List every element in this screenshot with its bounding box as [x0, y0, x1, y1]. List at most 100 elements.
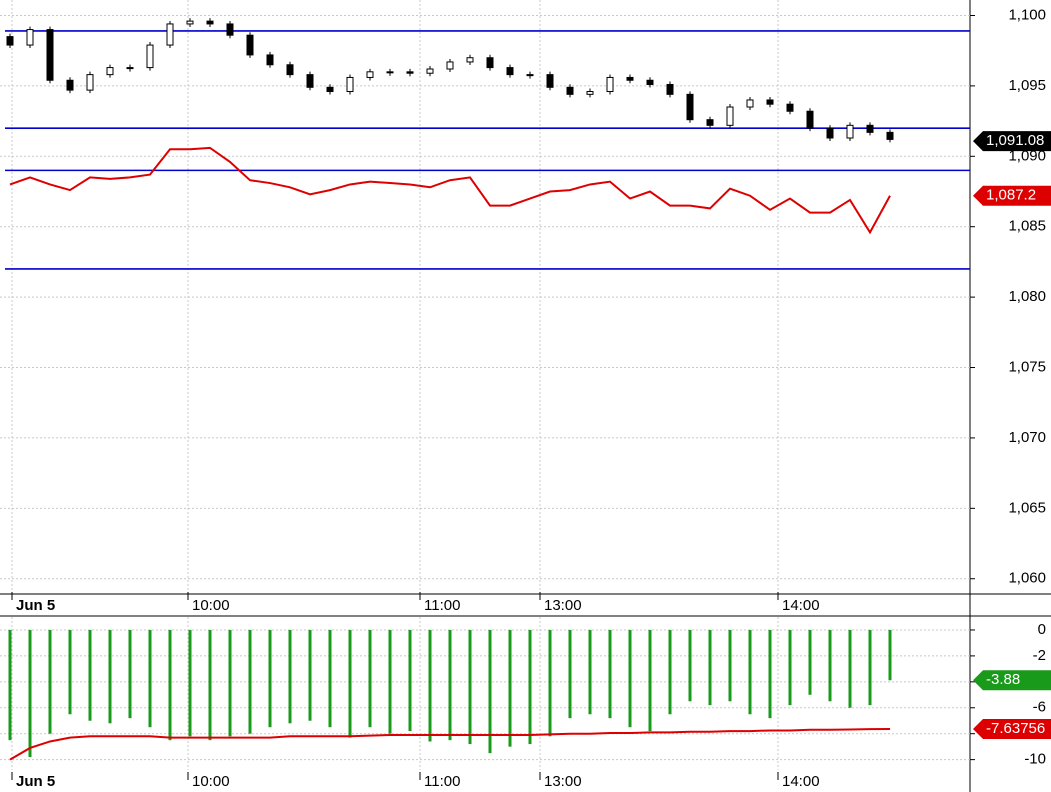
y-tick-label: 1,065: [1008, 499, 1046, 516]
candle-body: [686, 93, 694, 121]
histogram-bar: [368, 629, 372, 728]
histogram-bar: [808, 629, 812, 695]
x-tick-label: 11:00: [424, 597, 460, 614]
histogram-bar: [648, 629, 652, 732]
x-tick-label: 14:00: [782, 773, 820, 790]
last-value-badge: [973, 718, 1051, 739]
histogram-bar: [308, 629, 312, 721]
candle-body: [706, 119, 714, 126]
last-value-label: -7.63756: [986, 720, 1045, 737]
candle-body: [826, 127, 834, 139]
candle-body: [26, 29, 34, 46]
last-value-label: 1,087.2: [986, 187, 1036, 204]
candle-body: [846, 124, 854, 139]
candle-body: [486, 57, 494, 69]
candle-body: [146, 44, 154, 69]
candle-body: [286, 64, 294, 76]
candle-body: [426, 68, 434, 74]
candle-body: [746, 99, 754, 108]
candle-body: [886, 131, 894, 140]
candle-body: [586, 91, 594, 95]
y-tick-label: 1,075: [1008, 358, 1046, 375]
candle-body: [666, 83, 674, 95]
last-value-badge: [973, 185, 1051, 206]
histogram-bar: [208, 629, 212, 741]
y-tick-label: -10: [1024, 751, 1046, 768]
candle-body: [346, 76, 354, 93]
histogram-bar: [548, 629, 552, 737]
series-line: [9, 727, 891, 761]
candle-body: [366, 71, 374, 78]
x-tick-label: 13:00: [544, 597, 582, 614]
x-tick-label: 13:00: [544, 773, 582, 790]
y-tick-label: 1,095: [1008, 77, 1046, 94]
x-tick-label: Jun 5: [16, 773, 55, 790]
candle-body: [246, 34, 254, 56]
candle-body: [126, 67, 134, 70]
histogram-bar: [468, 629, 472, 745]
histogram-bar: [228, 629, 232, 737]
y-tick-label: 1,090: [1008, 147, 1046, 164]
histogram-bar: [828, 629, 832, 702]
histogram-bar: [108, 629, 112, 724]
histogram-bar: [568, 629, 572, 719]
last-value-badge: [973, 131, 1051, 152]
histogram-bar: [8, 629, 12, 741]
candle-body: [866, 124, 874, 133]
y-tick-label: 1,070: [1008, 429, 1046, 446]
histogram-bar: [748, 629, 752, 715]
y-tick-label: 1,060: [1008, 570, 1046, 587]
histogram-bar: [668, 629, 672, 715]
candle-body: [6, 36, 14, 46]
histogram-bar: [788, 629, 792, 706]
candle-body: [186, 20, 194, 25]
candle-body: [326, 86, 334, 93]
candle-body: [46, 29, 54, 81]
x-tick-label: 10:00: [192, 773, 230, 790]
histogram-bar: [768, 629, 772, 719]
histogram-bar: [148, 629, 152, 728]
histogram-bar: [388, 629, 392, 734]
histogram-bar: [708, 629, 712, 706]
x-tick-label: Jun 5: [16, 597, 55, 614]
histogram-bar: [848, 629, 852, 708]
histogram-bar: [28, 629, 32, 758]
candle-body: [266, 54, 274, 66]
candle-body: [226, 23, 234, 36]
histogram-bar: [488, 629, 492, 754]
histogram-bar: [888, 629, 892, 681]
candle-body: [466, 57, 474, 63]
candle-body: [206, 20, 214, 25]
candle-body: [646, 79, 654, 85]
histogram-bar: [268, 629, 272, 728]
candle-body: [66, 79, 74, 91]
candle-body: [306, 74, 314, 88]
candle-body: [546, 74, 554, 88]
histogram-bar: [88, 629, 92, 721]
histogram-bar: [728, 629, 732, 702]
last-value-label: -3.88: [986, 671, 1020, 688]
candle-body: [526, 74, 534, 77]
histogram-bar: [608, 629, 612, 719]
series-line: [9, 146, 891, 235]
candle-body: [506, 67, 514, 76]
candle-body: [806, 110, 814, 129]
histogram-bar: [868, 629, 872, 706]
x-tick-label: 10:00: [192, 597, 230, 614]
histogram-bar: [688, 629, 692, 702]
histogram-bar: [168, 629, 172, 741]
histogram-bar: [68, 629, 72, 715]
last-value-label: 1,091.08: [986, 132, 1044, 149]
candle-body: [766, 99, 774, 105]
last-value-badge: [973, 670, 1051, 691]
histogram-bar: [328, 629, 332, 728]
histogram-bar: [48, 629, 52, 734]
y-tick-label: 1,085: [1008, 218, 1046, 235]
candle-body: [626, 76, 634, 81]
x-tick-label: 11:00: [424, 773, 460, 790]
y-tick-label: 0: [1038, 621, 1046, 638]
candle-body: [386, 71, 394, 74]
histogram-bar: [508, 629, 512, 747]
candle-body: [446, 61, 454, 70]
histogram-bar: [348, 629, 352, 738]
